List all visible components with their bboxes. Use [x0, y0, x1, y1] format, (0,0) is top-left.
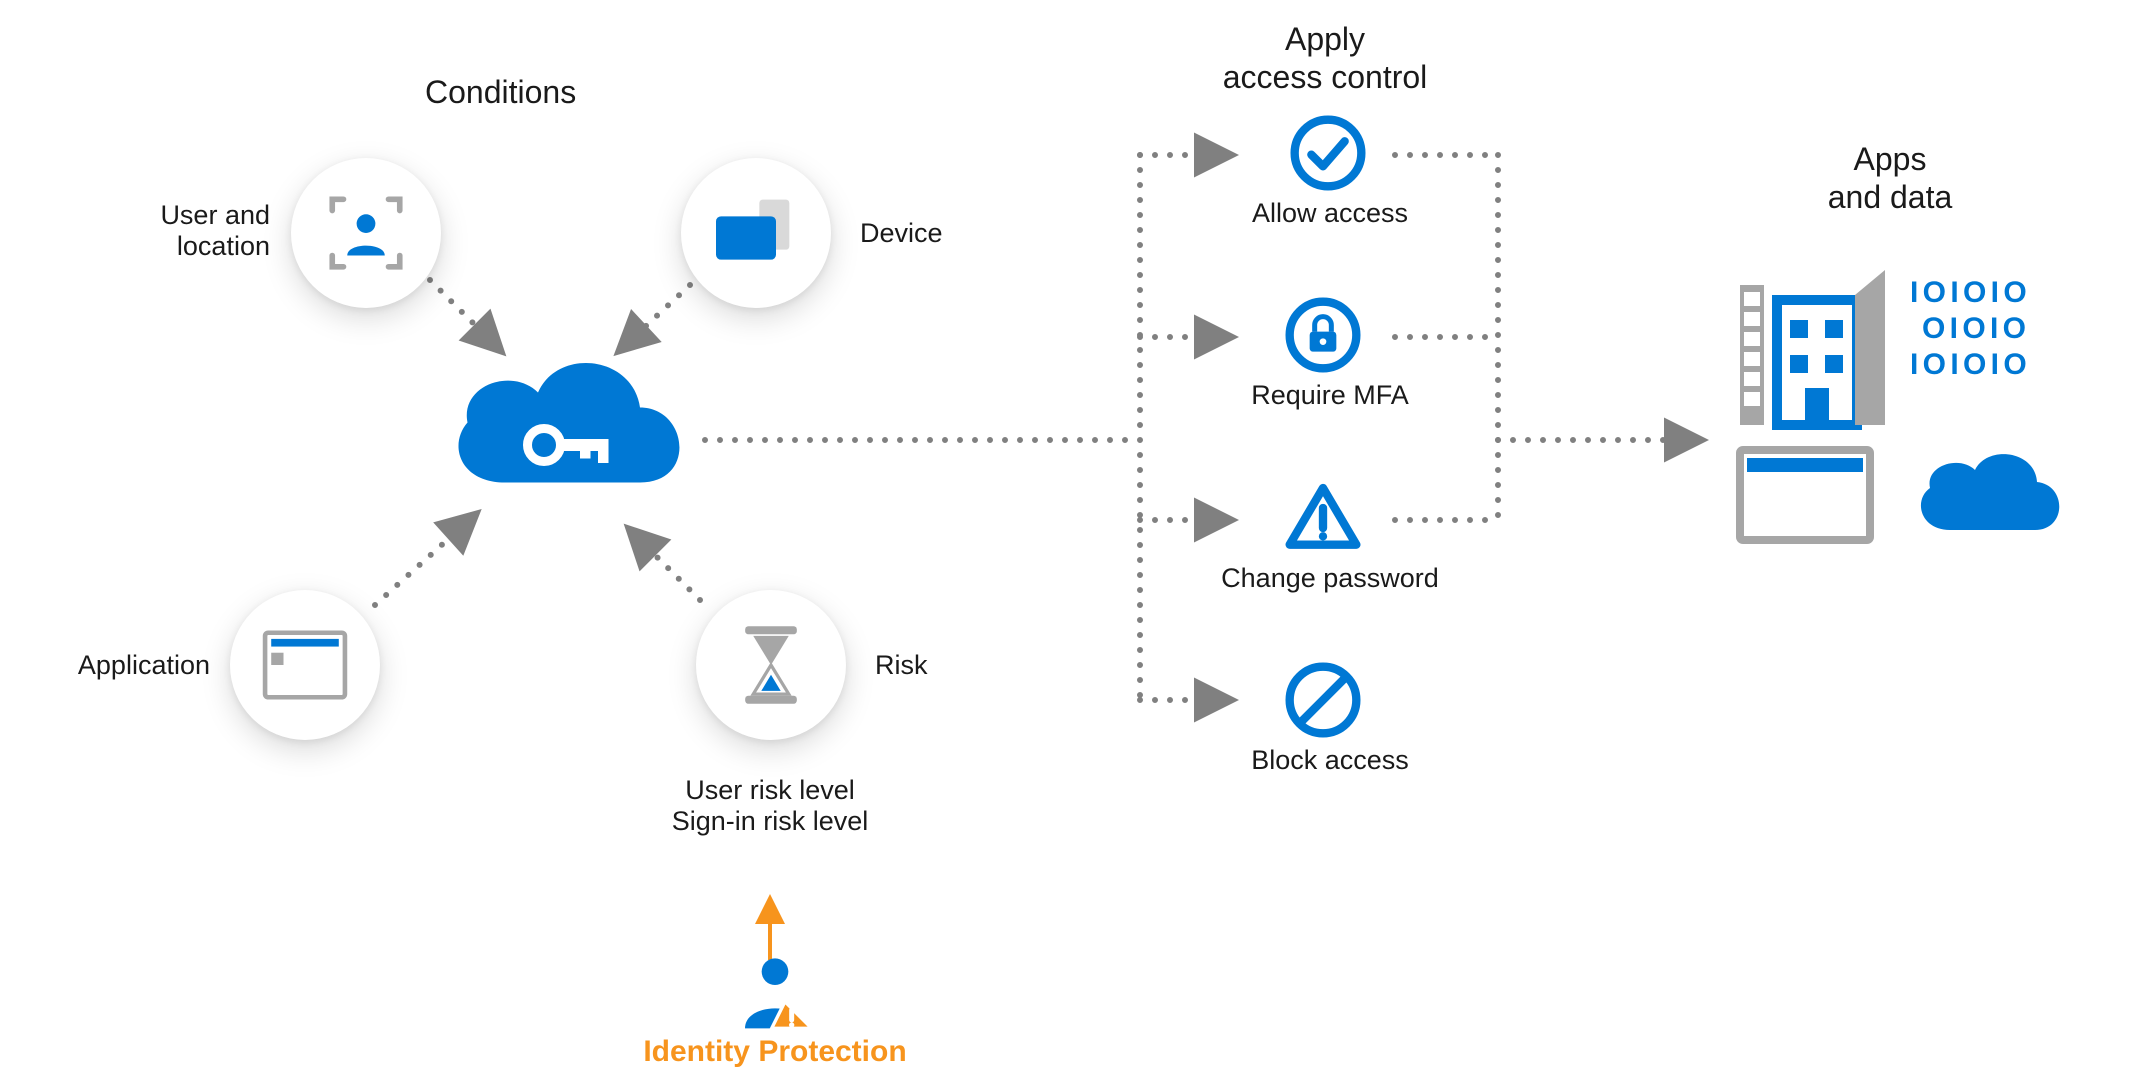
heading-access-control-l1: Apply: [1285, 21, 1365, 57]
control-mfa: [1283, 295, 1373, 380]
heading-apps-data-l2: and data: [1828, 179, 1953, 215]
heading-apps-data: Apps and data: [1770, 140, 2010, 217]
label-user-location: User and location: [90, 200, 270, 262]
allow-access-icon: [1288, 113, 1368, 193]
heading-conditions: Conditions: [425, 73, 576, 111]
node-user-location: [291, 158, 441, 308]
binary-overlay: I O I O I O O I O I O I O I O I O: [1910, 275, 2025, 383]
label-device: Device: [860, 218, 943, 249]
node-application: [230, 590, 380, 740]
node-device: [681, 158, 831, 308]
label-risk: Risk: [875, 650, 928, 681]
control-change-pw: [1283, 478, 1373, 563]
device-icon: [706, 193, 806, 273]
label-allow: Allow access: [1230, 198, 1430, 229]
risk-sublabel-l2: Sign-in risk level: [672, 806, 869, 836]
diagram-stage: Conditions Apply access control Apps and…: [0, 0, 2144, 1052]
label-change-pw: Change password: [1195, 563, 1465, 594]
require-mfa-icon: [1283, 295, 1363, 375]
label-identity-protection: Identity Protection: [625, 1035, 925, 1070]
identity-protection-icon-box: [735, 955, 815, 1040]
control-block: [1283, 660, 1373, 745]
heading-access-control-l2: access control: [1223, 59, 1428, 95]
label-mfa: Require MFA: [1230, 380, 1430, 411]
heading-apps-data-l1: Apps: [1854, 141, 1927, 177]
block-access-icon: [1283, 660, 1363, 740]
risk-sublabel-l1: User risk level: [685, 775, 855, 805]
node-risk: [696, 590, 846, 740]
control-allow: [1283, 113, 1373, 198]
binary-l3: I O I O I O: [1910, 347, 2025, 383]
user-location-icon: [321, 188, 411, 278]
label-user-location-l2: location: [177, 231, 270, 261]
risk-sublabel: User risk level Sign-in risk level: [640, 775, 900, 837]
label-user-location-l1: User and: [160, 200, 270, 230]
change-password-icon: [1283, 478, 1363, 558]
label-application: Application: [55, 650, 210, 681]
label-block: Block access: [1230, 745, 1430, 776]
cloud-key: [430, 340, 700, 525]
heading-access-control: Apply access control: [1165, 20, 1485, 97]
cloud-key-icon: [430, 340, 700, 520]
identity-protection-icon: [735, 955, 815, 1035]
binary-l1: I O I O I O: [1910, 275, 2025, 311]
risk-hourglass-icon: [736, 623, 806, 707]
application-icon: [262, 629, 348, 701]
binary-l2: O I O I O: [1910, 311, 2025, 347]
